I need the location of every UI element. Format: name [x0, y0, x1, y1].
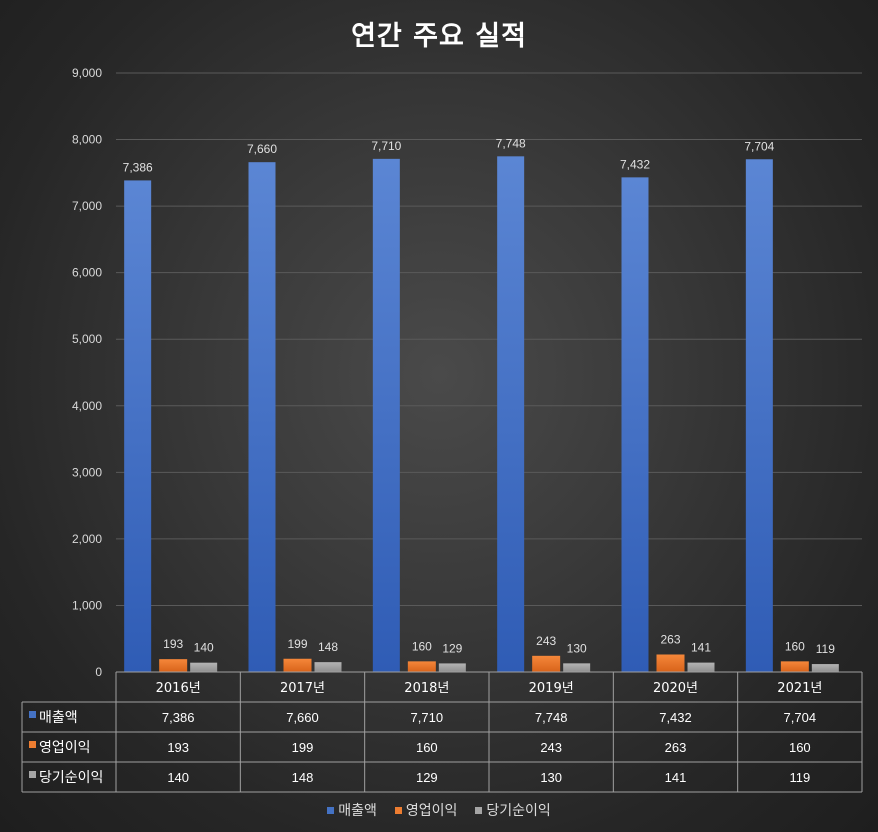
- data-label: 243: [536, 634, 556, 648]
- bar-영업이익: [780, 661, 809, 672]
- legend-label: 당기순이익: [486, 803, 551, 819]
- data-label: 7,748: [496, 136, 526, 150]
- legend-swatch: [394, 806, 402, 814]
- data-label: 129: [442, 641, 462, 655]
- table-value-cell: 263: [665, 740, 687, 755]
- data-label: 119: [816, 642, 835, 656]
- data-label: 7,660: [247, 142, 277, 156]
- table-value-cell: 140: [167, 770, 189, 785]
- y-tick-label: 8,000: [72, 133, 102, 147]
- table-value-cell: 160: [416, 740, 438, 755]
- table-value-cell: 7,748: [535, 710, 568, 725]
- bar-영업이익: [532, 655, 561, 672]
- y-tick-label: 7,000: [72, 199, 102, 213]
- bar-매출액: [621, 177, 649, 672]
- table-value-cell: 119: [789, 770, 810, 785]
- bar-매출액: [745, 159, 773, 673]
- legend-label: 매출액: [338, 803, 377, 819]
- data-label: 263: [660, 632, 680, 646]
- chart-title: 연간 주요 실적: [351, 21, 527, 52]
- data-label: 148: [318, 640, 338, 654]
- data-label: 160: [785, 639, 805, 653]
- table-value-cell: 7,710: [411, 710, 444, 725]
- legend-item: 매출액: [327, 800, 377, 820]
- table-header-cell: 2020년: [653, 681, 698, 696]
- bar-매출액: [248, 162, 276, 672]
- data-label: 7,386: [123, 160, 153, 174]
- bar-당기순이익: [811, 664, 839, 672]
- table-header-cell: 2018년: [404, 681, 449, 696]
- table-value-cell: 141: [665, 770, 687, 785]
- data-label: 160: [412, 639, 432, 653]
- table-series-swatch: [29, 741, 36, 748]
- data-label: 199: [287, 637, 307, 651]
- table-value-cell: 7,660: [286, 710, 319, 725]
- bar-당기순이익: [190, 662, 218, 672]
- data-label: 140: [194, 641, 214, 655]
- table-value-cell: 160: [789, 740, 811, 755]
- table-header-cell: 2019년: [529, 681, 574, 696]
- legend-item: 영업이익: [394, 800, 458, 820]
- table-value-cell: 7,432: [659, 710, 692, 725]
- table-value-cell: 193: [167, 740, 189, 755]
- bar-당기순이익: [563, 663, 591, 672]
- legend-label: 영업이익: [405, 803, 458, 819]
- table-value-cell: 7,704: [784, 710, 817, 725]
- y-tick-label: 0: [95, 665, 102, 679]
- data-label: 193: [163, 637, 183, 651]
- table-value-cell: 199: [292, 740, 314, 755]
- data-label: 7,710: [371, 139, 401, 153]
- legend: 매출액 영업이익 당기순이익: [0, 800, 878, 820]
- y-tick-label: 4,000: [72, 399, 102, 413]
- legend-swatch: [327, 806, 335, 814]
- data-label: 7,704: [744, 139, 774, 153]
- table-series-name: 영업이익: [39, 740, 91, 756]
- data-label: 130: [567, 641, 587, 655]
- bar-매출액: [497, 156, 525, 672]
- y-tick-label: 9,000: [72, 66, 102, 80]
- bar-영업이익: [407, 661, 436, 672]
- y-tick-label: 1,000: [72, 598, 102, 612]
- data-label: 141: [691, 641, 711, 655]
- table-value-cell: 148: [292, 770, 314, 785]
- bar-영업이익: [283, 658, 312, 672]
- y-tick-label: 3,000: [72, 465, 102, 479]
- table-series-swatch: [29, 771, 36, 778]
- bar-매출액: [372, 158, 400, 672]
- table-series-name: 매출액: [39, 710, 78, 726]
- table-header-cell: 2021년: [777, 681, 822, 696]
- bar-당기순이익: [438, 663, 466, 672]
- data-label: 7,432: [620, 157, 650, 171]
- y-tick-label: 6,000: [72, 266, 102, 280]
- bar-매출액: [124, 180, 152, 673]
- table-value-cell: 129: [416, 770, 438, 785]
- table-value-cell: 243: [540, 740, 562, 755]
- legend-item: 당기순이익: [475, 800, 551, 820]
- table-series-swatch: [29, 711, 36, 718]
- table-value-cell: 7,386: [162, 710, 195, 725]
- bar-영업이익: [656, 654, 685, 672]
- table-value-cell: 130: [540, 770, 562, 785]
- bar-영업이익: [159, 659, 188, 672]
- legend-swatch: [475, 806, 483, 814]
- table-header-cell: 2017년: [280, 681, 325, 696]
- y-tick-label: 2,000: [72, 532, 102, 546]
- table-series-name: 당기순이익: [39, 770, 103, 786]
- bar-당기순이익: [687, 662, 715, 672]
- bar-당기순이익: [314, 662, 342, 672]
- y-tick-label: 5,000: [72, 332, 102, 346]
- table-header-cell: 2016년: [156, 681, 201, 696]
